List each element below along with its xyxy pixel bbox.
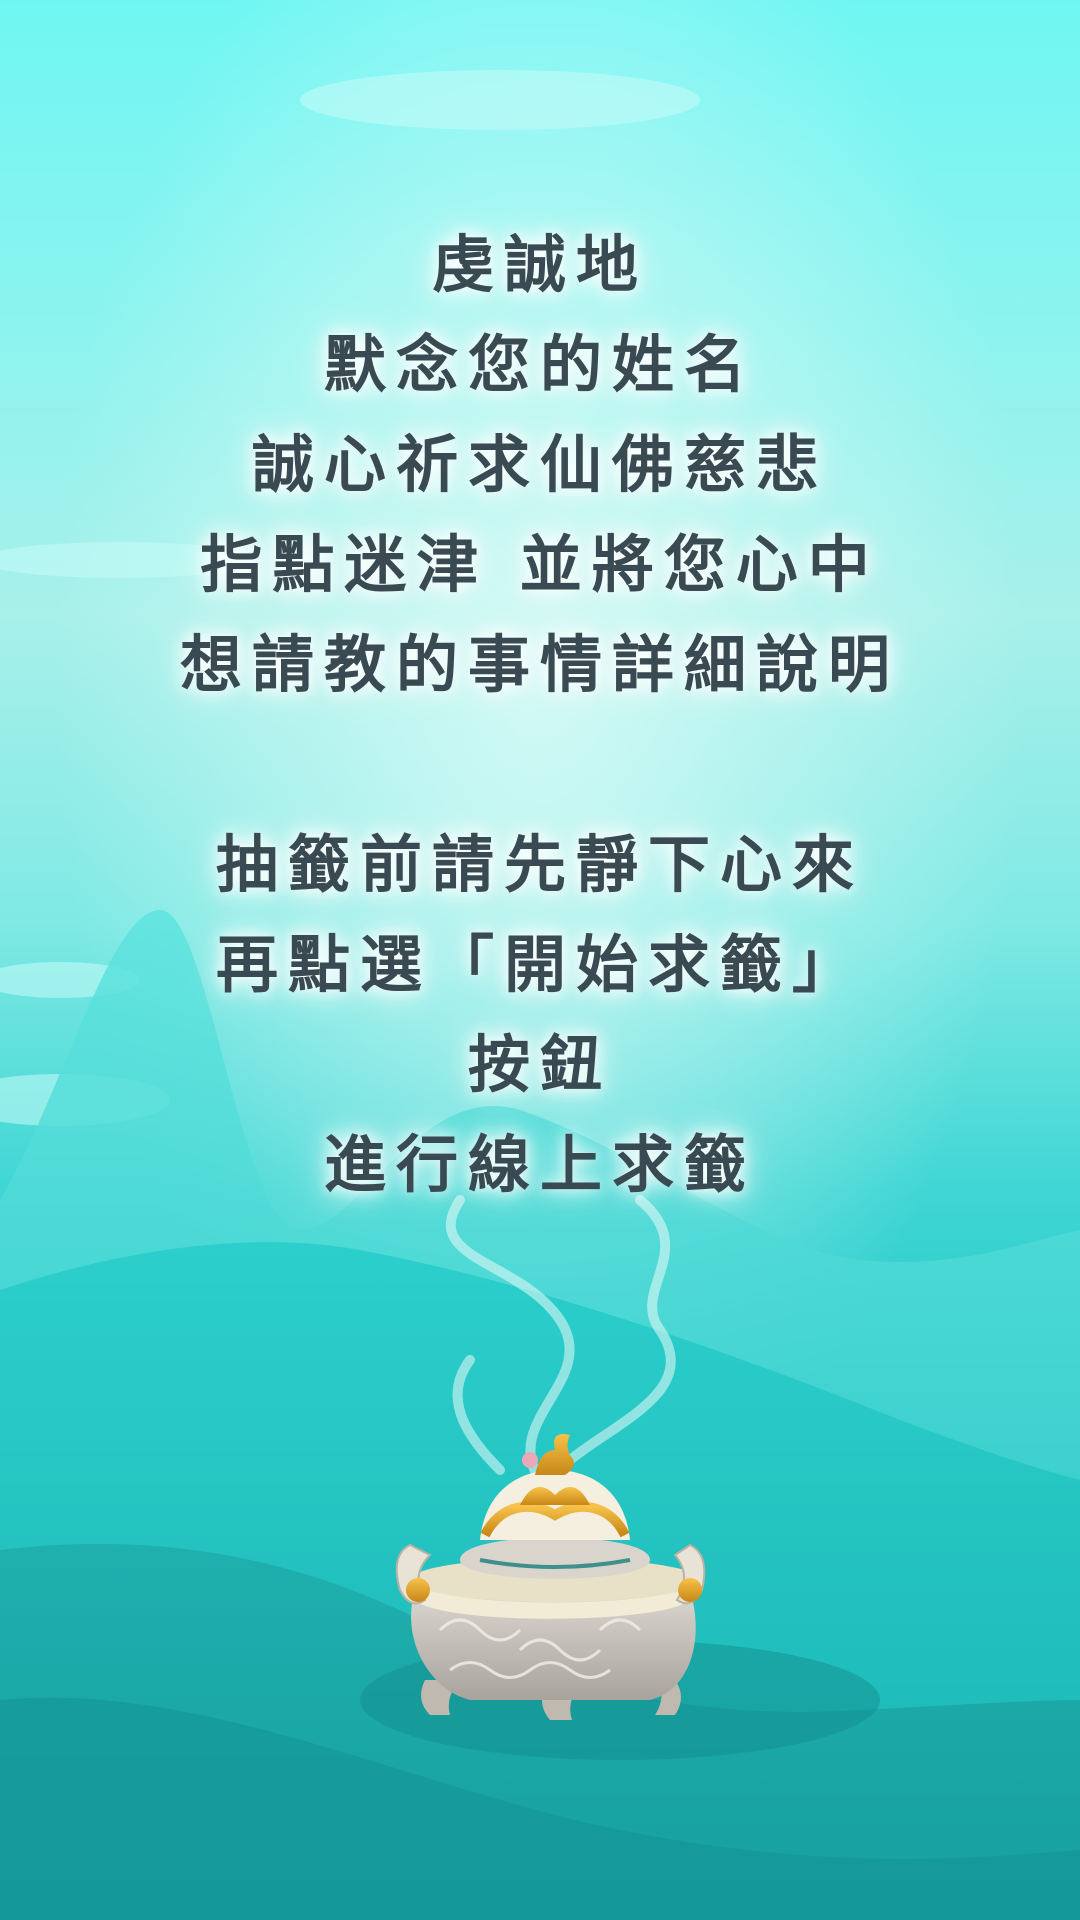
instruction-text: 虔誠地 默念您的姓名 誠心祈求仙佛慈悲 指點迷津 並將您心中 想請教的事情詳細說… — [0, 215, 1080, 1215]
instruction-line: 想請教的事情詳細說明 — [179, 628, 900, 701]
instruction-line: 虔誠地 — [431, 228, 648, 301]
instruction-line: 指點迷津 並將您心中 — [200, 528, 880, 601]
instruction-line: 抽籤前請先靜下心來 — [215, 828, 864, 901]
mountain-front-2 — [0, 1697, 1080, 1920]
paragraph-gap — [0, 715, 1080, 815]
instruction-line: 誠心祈求仙佛慈悲 — [251, 428, 828, 501]
smoke-wisps — [445, 1195, 676, 1485]
incense-burner-icon — [395, 1434, 706, 1720]
instruction-line: 進行線上求籤 — [323, 1128, 756, 1201]
instruction-line: 按鈕 — [467, 1028, 612, 1101]
instruction-line: 默念您的姓名 — [323, 328, 756, 401]
instruction-line: 再點選「開始求籤」 — [215, 928, 864, 1001]
cloud-decoration — [0, 70, 700, 1126]
